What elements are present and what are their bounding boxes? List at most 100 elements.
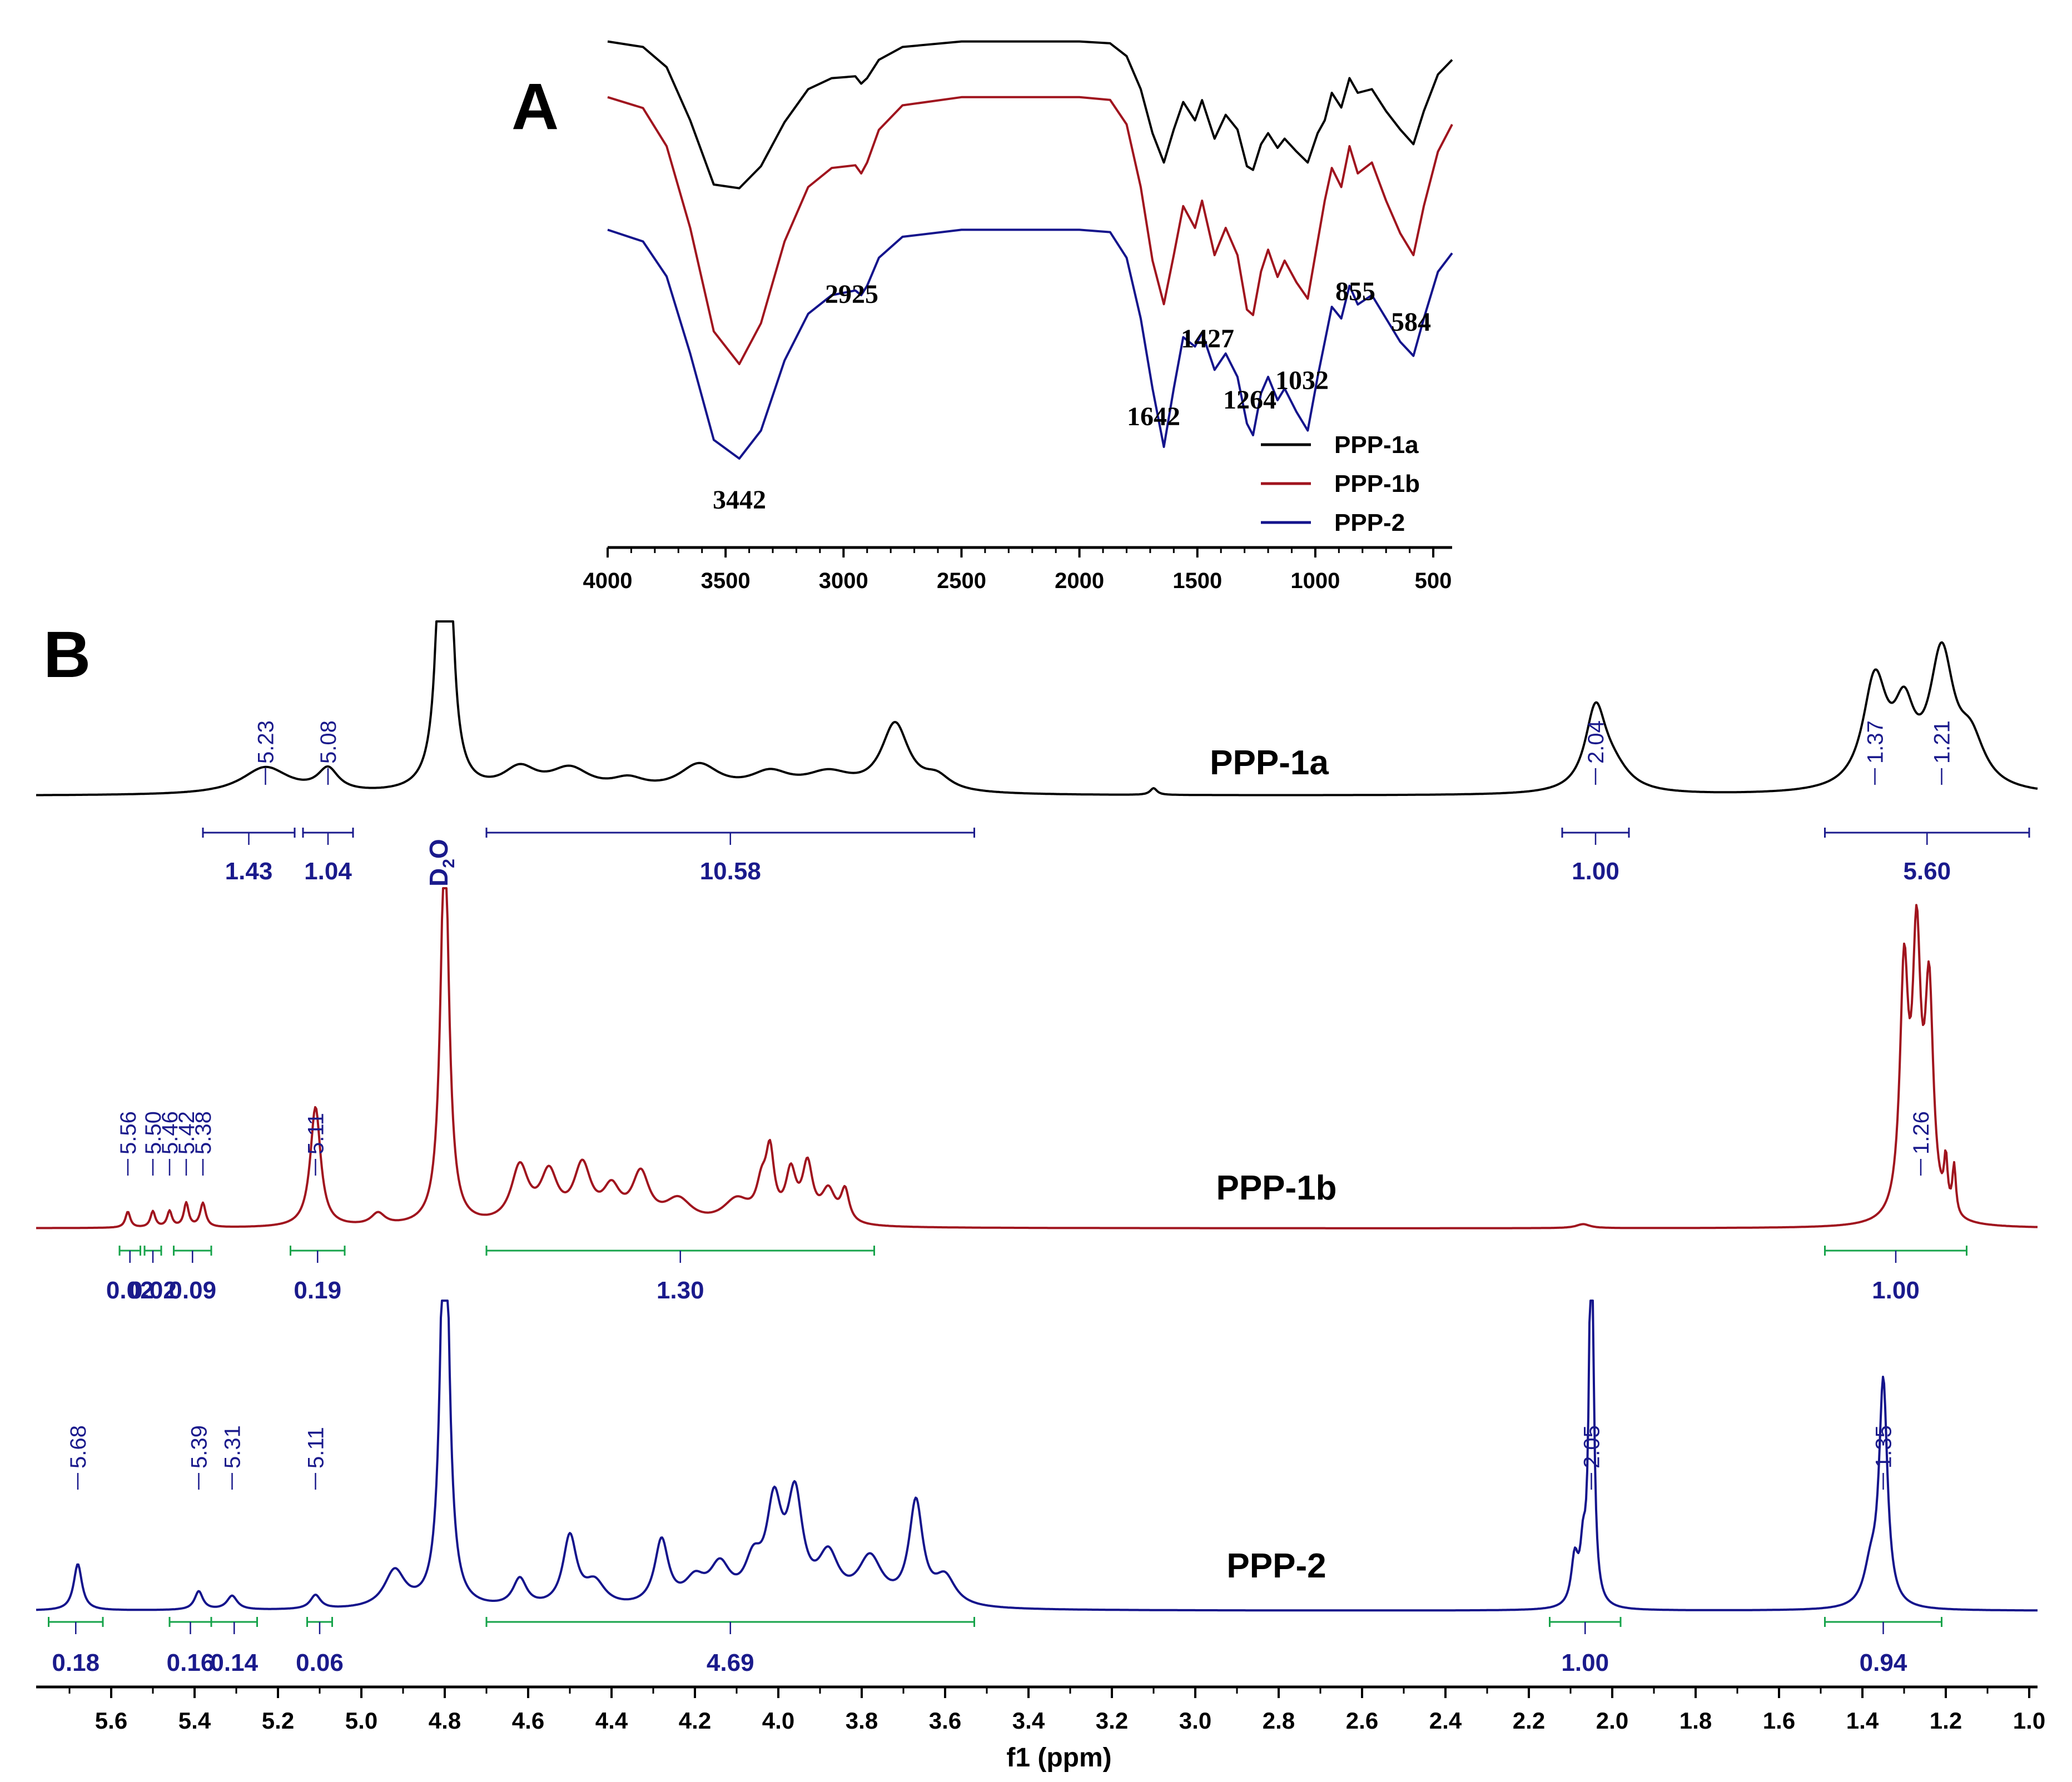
ir-peak-label: 1642: [1127, 402, 1180, 431]
nmr-spectra: [36, 620, 2038, 1612]
ir-tick-label: 3000: [819, 569, 868, 593]
integral-value: 1.04: [304, 858, 352, 885]
nmr-peak-label: 2.05: [1580, 1425, 1604, 1469]
nmr-tick-label: 4.2: [679, 1708, 711, 1734]
ir-tick-label: 500: [1415, 569, 1452, 593]
nmr-peak-label: 5.56: [116, 1111, 141, 1154]
integral-value: 0.16: [167, 1649, 215, 1676]
ir-peak-label: 3442: [713, 485, 766, 515]
nmr-tick-label: 4.0: [762, 1708, 794, 1734]
nmr-tick-label: 4.8: [429, 1708, 461, 1734]
nmr-tick-label: 3.6: [929, 1708, 961, 1734]
nmr-peak-label: 1.35: [1872, 1425, 1896, 1469]
nmr-tick-label: 2.6: [1346, 1708, 1378, 1734]
nmr-tick-label: 4.6: [512, 1708, 544, 1734]
nmr-tick-label: 3.2: [1096, 1708, 1128, 1734]
ir-peak-label: 1427: [1181, 324, 1234, 354]
ir-peak-labels: 3442 2925 1642 1427 1264 1032 855 584: [713, 277, 1431, 515]
nmr-tick-label: 5.0: [345, 1708, 377, 1734]
nmr-peak-label: 1.26: [1909, 1111, 1934, 1154]
nmr-peak-label: 5.11: [304, 1113, 329, 1154]
panel-b-letter: B: [43, 618, 91, 691]
ir-tick-label: 2500: [937, 569, 986, 593]
svg-text:D2O: D2O: [424, 839, 458, 887]
ir-tick-label: 2000: [1055, 569, 1104, 593]
nmr-tick-label: 2.0: [1596, 1708, 1628, 1734]
nmr-peak-label: 5.50: [141, 1111, 166, 1154]
nmr-tick-label: 3.8: [846, 1708, 878, 1734]
nmr-spectrum-ppp-1a: [36, 620, 2038, 797]
ir-tick-label: 1000: [1290, 569, 1340, 593]
ir-tick-label: 3500: [701, 569, 751, 593]
spectrum-name-ppp2: PPP-2: [1226, 1547, 1326, 1585]
ir-peak-label: 1264: [1223, 385, 1276, 415]
integral-value: 0.14: [210, 1649, 258, 1676]
nmr-tick-label: 3.0: [1179, 1708, 1211, 1734]
nmr-tick-label: 5.4: [178, 1708, 211, 1734]
ir-peak-label: 855: [1335, 277, 1375, 306]
nmr-x-axis: 5.6 5.4 5.2 5.0 4.8 4.6 4.4 4.2 4.0 3.8 3.6 3.4 3.2 3…: [36, 1685, 2045, 1734]
nmr-tick-label: 2.2: [1513, 1708, 1545, 1734]
legend-label-ppp1a: PPP-1a: [1334, 431, 1419, 459]
nmr-tick-label: 4.4: [595, 1708, 628, 1734]
ir-series-ppp-1a: [607, 40, 1453, 190]
legend-label-ppp1b: PPP-1b: [1334, 470, 1420, 497]
panel-a: A 3442 2925 1642 1427 1264 1032 855 584 …: [511, 40, 1453, 593]
nmr-peak-label: 5.68: [66, 1425, 91, 1469]
solvent-label-subscript: 2: [440, 859, 458, 868]
nmr-tick-label: 5.2: [262, 1708, 294, 1734]
nmr-spectrum-ppp-1b: [36, 887, 2038, 1230]
ir-peak-label: 2925: [825, 280, 878, 309]
nmr-peak-label: 1.21: [1930, 720, 1955, 764]
nmr-x-axis-title: f1 (ppm): [1006, 1743, 1111, 1773]
integral-value: 0.19: [294, 1277, 341, 1304]
integral-value: 5.60: [1903, 858, 1951, 885]
nmr-peak-label: 5.31: [221, 1425, 245, 1469]
panel-a-letter: A: [511, 70, 559, 143]
nmr-peak-label: 5.39: [187, 1425, 212, 1469]
nmr-tick-label: 2.4: [1429, 1708, 1462, 1734]
integral-value: 0.94: [1860, 1649, 1907, 1676]
nmr-peak-label: 1.37: [1864, 720, 1888, 764]
panel-b: B 5.23 5.08 2.04 1.37 1.211.43 1.04 10.58 1.00 5…: [36, 618, 2045, 1773]
integral-value: 0.06: [296, 1649, 344, 1676]
integral-value: 0.18: [52, 1649, 100, 1676]
integral-value: 1.43: [225, 858, 273, 885]
nmr-tick-label: 1.0: [2013, 1708, 2045, 1734]
nmr-tick-label: 3.4: [1012, 1708, 1045, 1734]
integral-value: 0.09: [168, 1277, 216, 1304]
ir-tick-label: 1500: [1172, 569, 1222, 593]
legend-label-ppp2: PPP-2: [1334, 509, 1405, 536]
spectrum-name-ppp1a: PPP-1a: [1210, 744, 1329, 782]
nmr-peak-label: 5.08: [316, 720, 341, 764]
nmr-tick-label: 1.8: [1680, 1708, 1712, 1734]
nmr-peak-label: 5.46: [158, 1111, 182, 1154]
ir-curves: [607, 40, 1453, 460]
ir-peak-label: 1032: [1275, 366, 1329, 395]
nmr-tick-label: 5.6: [95, 1708, 127, 1734]
nmr-peak-label: 5.23: [254, 720, 279, 764]
integral-value: 0.02: [129, 1277, 177, 1304]
ir-x-axis: 4000 3500 3000 2500 2000 1500 1000 500: [583, 546, 1452, 593]
spectrum-name-ppp1b: PPP-1b: [1216, 1169, 1336, 1207]
nmr-spectrum-ppp-2: [36, 1300, 2038, 1612]
nmr-tick-label: 1.6: [1763, 1708, 1795, 1734]
solvent-label-suffix: O: [424, 839, 453, 859]
nmr-peak-label: 5.38: [191, 1111, 216, 1154]
nmr-tick-label: 2.8: [1263, 1708, 1295, 1734]
ir-series-ppp-2: [607, 228, 1453, 460]
integral-value: 1.00: [1572, 858, 1619, 885]
solvent-label-letter: D: [424, 868, 453, 887]
nmr-peak-label: 2.04: [1584, 720, 1608, 764]
ir-series-ppp-1b: [607, 96, 1453, 365]
ir-peak-label: 584: [1391, 307, 1431, 337]
integral-value: 10.58: [700, 858, 761, 885]
integral-value: 1.00: [1561, 1649, 1609, 1676]
integral-value: 0.02: [106, 1277, 154, 1304]
nmr-annotations: 5.23 5.08 2.04 1.37 1.21 1.43 1.04 10.58 1.00 5.6…: [48, 720, 2030, 1676]
nmr-peak-label: 5.11: [304, 1427, 329, 1469]
integral-value: 4.69: [707, 1649, 754, 1676]
solvent-label: D2O: [424, 839, 458, 887]
ir-legend: PPP-1a PPP-1b PPP-2: [1261, 431, 1420, 536]
